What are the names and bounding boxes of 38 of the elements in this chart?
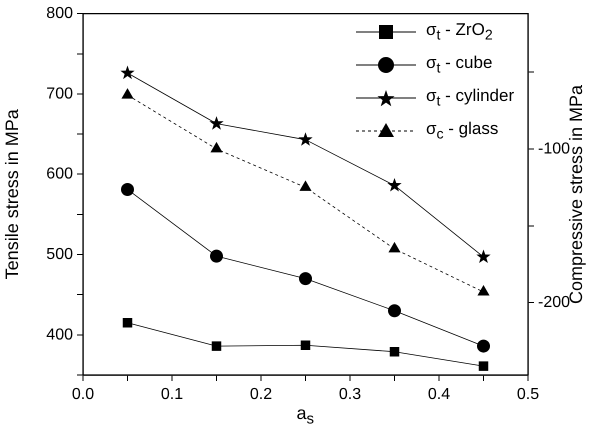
point — [478, 361, 488, 371]
y-tick-label: 800 — [46, 5, 74, 22]
point — [299, 272, 312, 286]
y-tick-label: 400 — [46, 326, 74, 344]
point — [210, 142, 222, 152]
point — [390, 346, 400, 356]
legend-label: σ$_{t}$ - cube — [426, 53, 492, 77]
point — [120, 66, 135, 80]
x-tick-label: 0.5 — [516, 386, 540, 404]
point — [477, 340, 490, 353]
point — [209, 116, 224, 130]
point — [388, 242, 400, 252]
x-axis-title: a$_{s}$ — [296, 403, 314, 428]
point — [478, 285, 490, 296]
y2-tick-label: -200 — [538, 294, 570, 312]
y-tick-label: 500 — [46, 246, 74, 263]
point — [298, 132, 313, 146]
point — [300, 340, 310, 350]
point — [388, 304, 401, 318]
point — [212, 341, 222, 351]
legend-label: σ$_{c}$ - glass — [426, 119, 498, 143]
y-tick-label: 700 — [46, 85, 74, 102]
legend-label: σ$_{t}$ - ZrO$_{2}$ — [426, 20, 493, 44]
x-tick-label: 0.0 — [72, 386, 94, 404]
y-tick-label: 600 — [46, 166, 74, 183]
x-tick-label: 0.3 — [338, 386, 362, 404]
point — [210, 250, 223, 263]
point — [300, 180, 312, 191]
x-tick-label: 0.1 — [160, 386, 184, 404]
x-tick-label: 0.4 — [428, 386, 450, 404]
point — [122, 318, 132, 328]
point — [387, 178, 402, 192]
point — [121, 182, 134, 196]
point — [122, 88, 134, 99]
y-axis-title: Tensile stress in MPa — [2, 108, 22, 280]
point — [476, 249, 491, 264]
legend-label: σ$_{t}$ - cylinder — [426, 86, 514, 110]
x-tick-label: 0.2 — [250, 386, 272, 404]
